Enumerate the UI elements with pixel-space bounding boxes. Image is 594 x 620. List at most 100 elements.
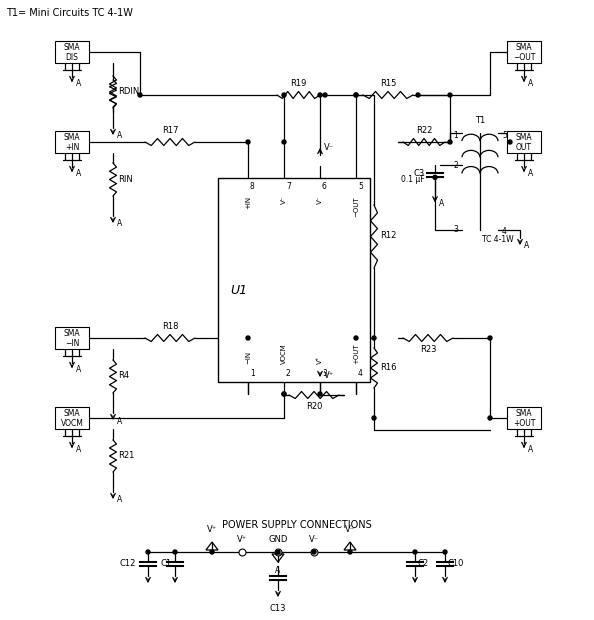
Text: R17: R17 [162, 126, 178, 135]
Text: SMA: SMA [516, 43, 532, 53]
Text: RIN: RIN [118, 175, 132, 185]
Text: +OUT: +OUT [353, 343, 359, 364]
Text: A: A [117, 495, 122, 505]
Text: 7: 7 [286, 182, 291, 191]
Text: A: A [117, 131, 122, 141]
Bar [507, 407, 541, 429]
Text: 3: 3 [322, 369, 327, 378]
Circle shape [318, 392, 322, 396]
Text: C1: C1 [161, 559, 172, 569]
Text: +IN: +IN [65, 143, 79, 151]
Text: C2: C2 [418, 559, 429, 569]
Text: 5: 5 [502, 130, 507, 140]
Text: V⁻: V⁻ [345, 525, 355, 534]
Text: SMA: SMA [64, 133, 80, 143]
Text: −OUT: −OUT [513, 53, 535, 61]
Circle shape [173, 550, 177, 554]
Text: 1: 1 [453, 130, 458, 140]
Circle shape [246, 140, 250, 144]
Circle shape [416, 93, 420, 97]
Text: T1= Mini Circuits TC 4-1W: T1= Mini Circuits TC 4-1W [6, 8, 133, 18]
Text: SMA: SMA [64, 329, 80, 339]
Text: VOCM: VOCM [61, 418, 83, 428]
Text: C13: C13 [270, 604, 286, 613]
Text: R22: R22 [416, 126, 432, 135]
Text: 0.1 μF: 0.1 μF [402, 175, 425, 184]
Text: V⁻: V⁻ [281, 196, 287, 205]
Text: 8: 8 [250, 182, 255, 191]
Text: R4: R4 [118, 371, 129, 381]
Text: A: A [117, 219, 122, 229]
Text: V⁻: V⁻ [309, 535, 319, 544]
Text: −IN: −IN [245, 351, 251, 364]
Text: V⁺: V⁺ [237, 535, 247, 544]
Text: R12: R12 [380, 231, 396, 241]
Text: SMA: SMA [516, 409, 532, 419]
Bar [218, 178, 370, 382]
Circle shape [354, 93, 358, 97]
Circle shape [138, 93, 142, 97]
Circle shape [312, 550, 316, 554]
Bar [55, 41, 89, 63]
Text: SMA: SMA [516, 133, 532, 143]
Circle shape [210, 550, 214, 554]
Bar [507, 131, 541, 153]
Circle shape [282, 392, 286, 396]
Text: SMA: SMA [64, 409, 80, 419]
Circle shape [276, 550, 280, 554]
Text: SMA: SMA [64, 43, 80, 53]
Text: A: A [76, 169, 81, 177]
Text: V⁻: V⁻ [324, 143, 334, 153]
Circle shape [448, 93, 452, 97]
Bar [507, 41, 541, 63]
Text: R23: R23 [420, 345, 436, 354]
Circle shape [146, 550, 150, 554]
Bar [55, 327, 89, 349]
Text: 1: 1 [250, 369, 255, 378]
Text: T1: T1 [475, 116, 485, 125]
Text: C10: C10 [448, 559, 465, 569]
Text: U1: U1 [230, 283, 247, 296]
Text: 3: 3 [453, 226, 458, 234]
Circle shape [372, 416, 376, 420]
Circle shape [282, 140, 286, 144]
Text: 6: 6 [322, 182, 327, 191]
Circle shape [318, 93, 322, 97]
Text: DIS: DIS [65, 53, 78, 61]
Text: V⁺: V⁺ [324, 371, 334, 381]
Text: −OUT: −OUT [353, 196, 359, 216]
Circle shape [508, 140, 512, 144]
Text: A: A [439, 199, 444, 208]
Text: A: A [276, 566, 280, 575]
Circle shape [354, 336, 358, 340]
Circle shape [488, 336, 492, 340]
Circle shape [348, 550, 352, 554]
Circle shape [323, 93, 327, 97]
Text: R20: R20 [306, 402, 322, 411]
Text: POWER SUPPLY CONNECTIONS: POWER SUPPLY CONNECTIONS [222, 520, 372, 530]
Bar [55, 131, 89, 153]
Circle shape [372, 336, 376, 340]
Text: R16: R16 [380, 363, 397, 373]
Text: R15: R15 [380, 79, 396, 88]
Text: +OUT: +OUT [513, 418, 535, 428]
Text: 5: 5 [358, 182, 363, 191]
Text: C3: C3 [414, 169, 425, 178]
Circle shape [413, 550, 417, 554]
Text: A: A [117, 417, 122, 425]
Text: R21: R21 [118, 451, 134, 461]
Text: A: A [528, 445, 533, 453]
Bar [55, 407, 89, 429]
Text: V⁺: V⁺ [207, 525, 217, 534]
Circle shape [448, 140, 452, 144]
Text: 4: 4 [358, 369, 363, 378]
Text: 2: 2 [453, 161, 458, 170]
Text: A: A [528, 79, 533, 87]
Text: TC 4-1W: TC 4-1W [482, 235, 514, 244]
Text: A: A [528, 169, 533, 177]
Text: RDIN: RDIN [118, 87, 139, 97]
Text: 2: 2 [286, 369, 290, 378]
Text: A: A [76, 79, 81, 87]
Circle shape [433, 175, 437, 179]
Circle shape [488, 416, 492, 420]
